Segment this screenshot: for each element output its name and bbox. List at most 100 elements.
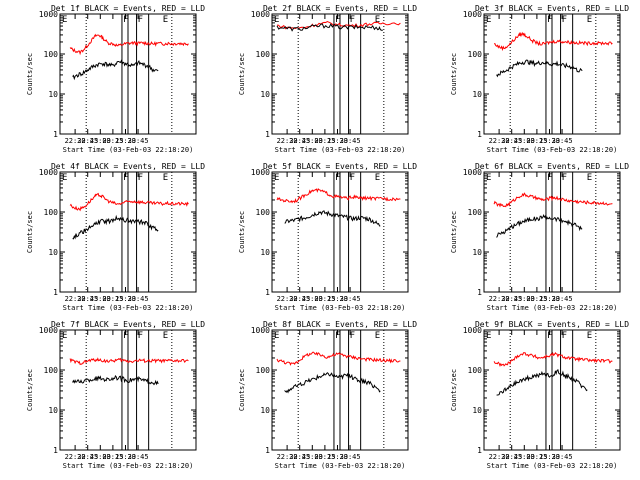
x-tick-label: 23:00 xyxy=(302,453,323,461)
panel-det-1f: Det 1f BLACK = Events, RED = LLD 1 10 100 10… xyxy=(26,4,205,154)
x-tick-label: 23:15 xyxy=(102,137,123,145)
lld-series xyxy=(493,31,613,52)
y-tick-label: 100 xyxy=(468,50,483,59)
flag-label: F xyxy=(138,173,143,183)
flag-label: F xyxy=(138,15,143,25)
x-tick-label: 22:30 xyxy=(489,453,510,461)
x-tick-label: 22:30 xyxy=(277,137,298,145)
x-tick-label: 22:45 xyxy=(501,453,522,461)
y-tick-label: 1 xyxy=(53,288,58,297)
x-tick-label: 23:15 xyxy=(526,295,547,303)
x-tick-label: 22:45 xyxy=(77,295,98,303)
y-tick-label: 10 xyxy=(48,90,58,99)
flag-label: E xyxy=(587,173,592,183)
x-axis-label: Start Time (03-Feb-03 22:18:20) xyxy=(275,462,406,470)
x-tick-label: 22:30 xyxy=(489,137,510,145)
x-tick-label: 23:45 xyxy=(340,137,361,145)
panel-det-7f: Det 7f BLACK = Events, RED = LLD 1 10 100 10… xyxy=(26,320,205,470)
x-tick-label: 22:45 xyxy=(289,453,310,461)
y-axis-label: Counts/sec xyxy=(450,53,458,95)
flag-label: E xyxy=(62,173,67,183)
x-tick-label: 23:15 xyxy=(526,137,547,145)
y-tick-label: 1000 xyxy=(39,326,58,335)
x-tick-label: 23:00 xyxy=(514,453,535,461)
flag-label: E xyxy=(62,15,67,25)
flag-label: E xyxy=(163,331,168,341)
y-tick-label: 1000 xyxy=(251,326,270,335)
panel-det-8f: Det 8f BLACK = Events, RED = LLD 1 10 100 10… xyxy=(238,320,417,470)
flag-label: F xyxy=(335,173,340,183)
x-tick-label: 23:45 xyxy=(128,453,149,461)
y-tick-label: 100 xyxy=(468,366,483,375)
panel-det-9f: Det 9f BLACK = Events, RED = LLD 1 10 100 10… xyxy=(450,320,629,470)
y-tick-label: 1 xyxy=(477,288,482,297)
x-tick-label: 23:45 xyxy=(552,453,573,461)
x-tick-label: 23:00 xyxy=(514,137,535,145)
y-axis-label: Counts/sec xyxy=(450,211,458,253)
flag-label: E xyxy=(587,331,592,341)
x-axis-label: Start Time (03-Feb-03 22:18:20) xyxy=(487,304,618,312)
lld-series xyxy=(276,351,401,366)
flag-label: E xyxy=(375,15,380,25)
x-axis-label: Start Time (03-Feb-03 22:18:20) xyxy=(63,462,194,470)
y-axis-label: Counts/sec xyxy=(26,53,34,95)
flag-label: F xyxy=(350,331,355,341)
flag-label: F xyxy=(350,15,355,25)
x-tick-label: 23:45 xyxy=(552,137,573,145)
lld-series xyxy=(276,187,401,204)
x-tick-label: 23:45 xyxy=(128,137,149,145)
panel-title: Det 6f BLACK = Events, RED = LLD xyxy=(475,162,629,171)
y-tick-label: 10 xyxy=(472,248,482,257)
x-tick-label: 23:15 xyxy=(102,295,123,303)
flag-label: E xyxy=(486,173,491,183)
events-series xyxy=(284,210,381,227)
x-tick-label: 23:15 xyxy=(314,137,335,145)
y-tick-label: 100 xyxy=(44,366,59,375)
x-tick-label: 23:45 xyxy=(552,295,573,303)
flag-label: F xyxy=(562,15,567,25)
events-series xyxy=(496,59,583,78)
flag-label: E xyxy=(274,331,279,341)
flag-label: E xyxy=(375,331,380,341)
y-axis-label: Counts/sec xyxy=(450,369,458,411)
flag-label: F xyxy=(123,15,128,25)
x-tick-label: 23:00 xyxy=(302,295,323,303)
x-axis-label: Start Time (03-Feb-03 22:18:20) xyxy=(487,462,618,470)
events-series xyxy=(72,59,159,81)
panel-det-2f: Det 2f BLACK = Events, RED = LLD 1 10 100 10… xyxy=(238,4,417,154)
flag-label: E xyxy=(375,173,380,183)
flag-label: F xyxy=(562,173,567,183)
panel-title: Det 5f BLACK = Events, RED = LLD xyxy=(263,162,417,171)
y-axis-label: Counts/sec xyxy=(26,211,34,253)
events-series xyxy=(72,214,159,240)
y-tick-label: 1000 xyxy=(463,10,482,19)
x-tick-label: 23:15 xyxy=(102,453,123,461)
y-tick-label: 100 xyxy=(256,366,271,375)
events-series xyxy=(72,374,159,386)
lld-series xyxy=(69,192,189,212)
y-tick-label: 1000 xyxy=(39,168,58,177)
y-tick-label: 1 xyxy=(53,446,58,455)
flag-label: E xyxy=(274,15,279,25)
y-tick-label: 1000 xyxy=(39,10,58,19)
panel-title: Det 4f BLACK = Events, RED = LLD xyxy=(51,162,205,171)
x-tick-label: 23:00 xyxy=(90,453,111,461)
events-series xyxy=(276,23,383,32)
lld-series xyxy=(493,192,613,208)
x-tick-label: 23:30 xyxy=(115,453,136,461)
x-tick-label: 22:45 xyxy=(77,137,98,145)
x-tick-label: 23:30 xyxy=(539,295,560,303)
panel-det-3f: Det 3f BLACK = Events, RED = LLD 1 10 100 10… xyxy=(450,4,629,154)
y-tick-label: 100 xyxy=(44,50,59,59)
flag-label: F xyxy=(350,173,355,183)
flag-label: F xyxy=(138,331,143,341)
x-tick-label: 23:30 xyxy=(539,137,560,145)
x-tick-label: 23:00 xyxy=(514,295,535,303)
x-tick-label: 22:45 xyxy=(289,137,310,145)
flag-label: F xyxy=(335,15,340,25)
x-tick-label: 23:15 xyxy=(314,295,335,303)
y-axis-label: Counts/sec xyxy=(238,211,246,253)
y-tick-label: 1 xyxy=(477,446,482,455)
x-tick-label: 22:30 xyxy=(65,295,86,303)
x-tick-label: 22:45 xyxy=(501,295,522,303)
